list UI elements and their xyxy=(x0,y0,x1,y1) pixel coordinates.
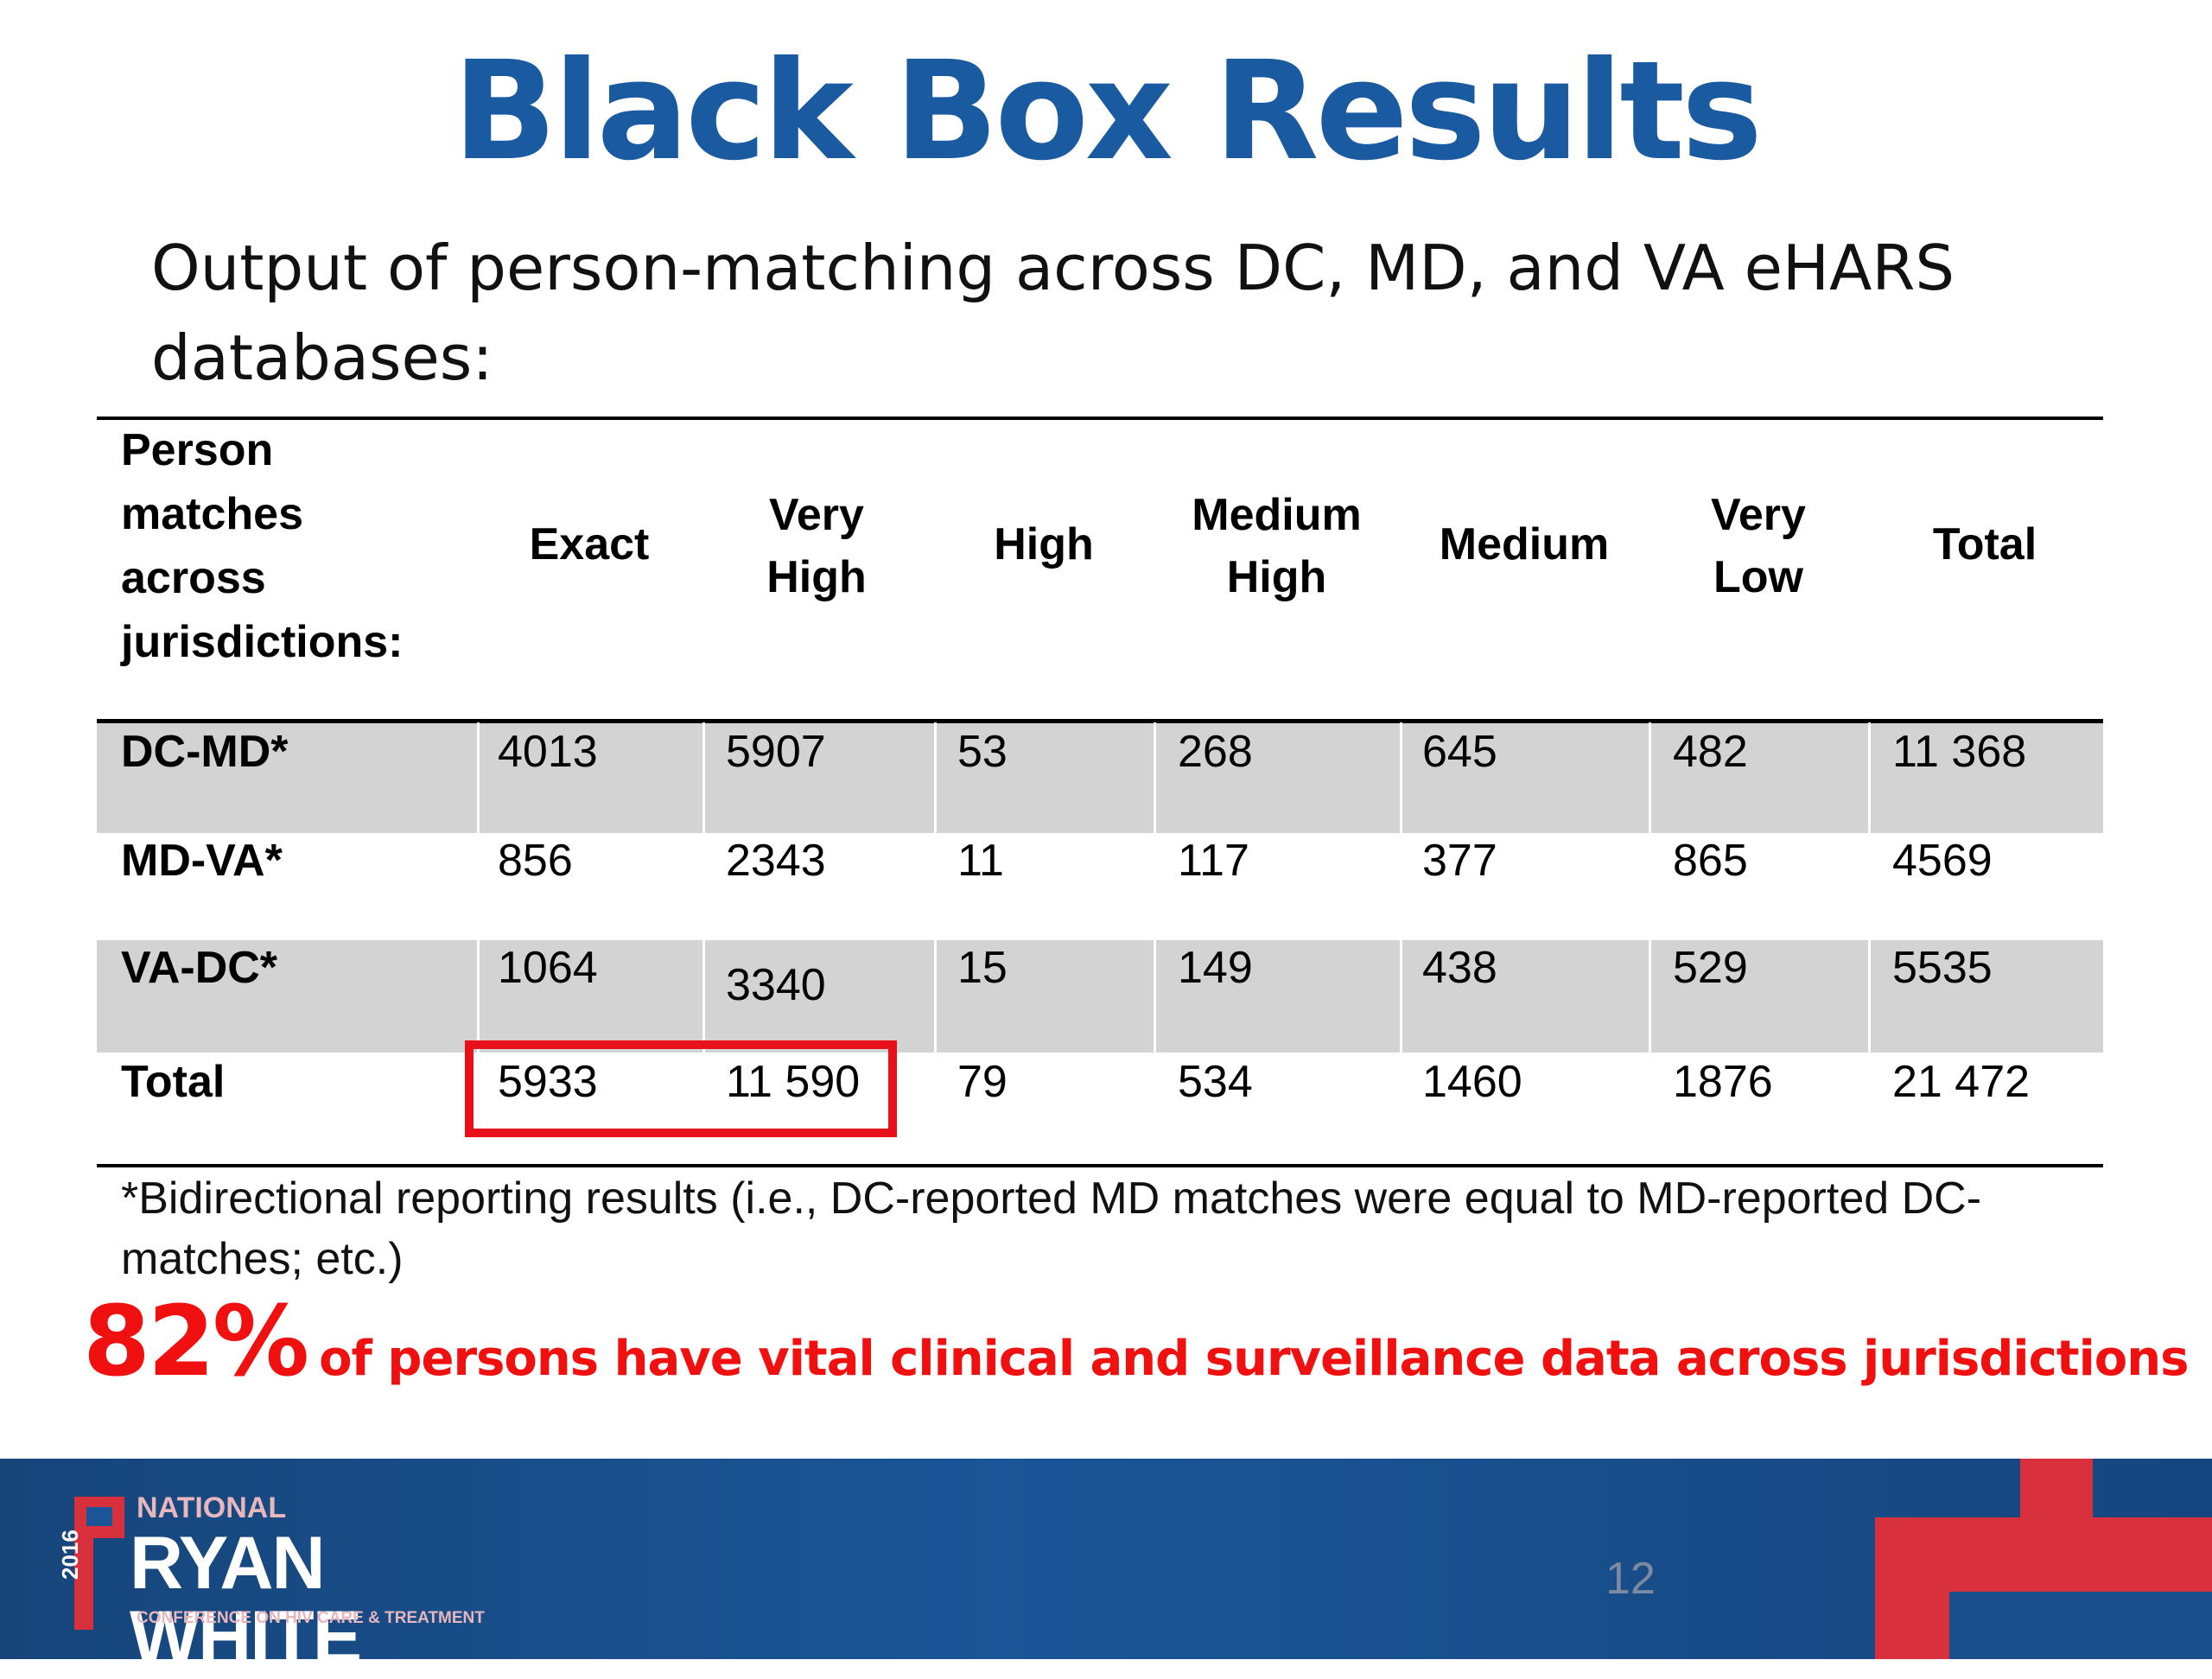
column-divider xyxy=(1649,940,1651,1053)
table-cell: 3340 xyxy=(726,960,826,1010)
table-row-shade xyxy=(97,940,2103,1053)
table-cell: 377 xyxy=(1422,836,1497,886)
table-cell: 856 xyxy=(498,836,573,886)
logo-line-national: NATIONAL xyxy=(137,1491,287,1524)
logo-line-ryan-white: RYAN WHITE xyxy=(130,1522,362,1679)
key-finding-percent: 82% xyxy=(83,1286,309,1398)
table-cell: 1460 xyxy=(1422,1057,1522,1107)
footer-band xyxy=(0,1459,2212,1659)
table-cell: 1064 xyxy=(498,943,598,993)
column-divider xyxy=(477,722,480,833)
table-row-label: DC-MD* xyxy=(121,727,289,777)
table-cell: 4013 xyxy=(498,727,598,777)
table-row-label: Total xyxy=(121,1057,226,1107)
table-header-rule xyxy=(97,719,2103,723)
column-divider xyxy=(477,940,480,1053)
table-cell: 438 xyxy=(1422,943,1497,993)
column-divider xyxy=(1154,722,1156,833)
table-header-medium-high: Medium High xyxy=(1192,490,1362,602)
conference-logo: NATIONAL RYAN WHITE CONFERENCE ON HIV CA… xyxy=(57,1483,553,1675)
table-row-shade xyxy=(97,722,2103,833)
table-cell: 15 xyxy=(957,943,1007,993)
column-divider xyxy=(702,940,705,1053)
column-divider xyxy=(1154,940,1156,1053)
slide-number: 12 xyxy=(1605,1554,1656,1604)
logo-cross-icon xyxy=(74,1497,124,1630)
highlight-box xyxy=(465,1040,897,1137)
table-header-very-low: Very Low xyxy=(1711,490,1806,602)
table-cell: 1876 xyxy=(1673,1057,1773,1107)
table-cell: 79 xyxy=(957,1057,1007,1107)
table-cell: 5907 xyxy=(726,727,826,777)
key-finding-text: of persons have vital clinical and surve… xyxy=(319,1331,2189,1387)
logo-year: 2016 xyxy=(57,1530,83,1580)
table-footnote: *Bidirectional reporting results (i.e., … xyxy=(121,1173,1982,1284)
table-cell: 5933 xyxy=(498,1057,598,1107)
slide-subtitle: Output of person-matching across DC, MD,… xyxy=(151,232,1955,394)
table-cell: 4569 xyxy=(1892,836,1993,886)
table-cell: 117 xyxy=(1178,836,1249,886)
column-divider xyxy=(934,940,937,1053)
table-cell: 5535 xyxy=(1892,943,1993,993)
table-cell: 645 xyxy=(1422,727,1497,777)
column-divider xyxy=(702,722,705,833)
table-cell: 534 xyxy=(1178,1057,1253,1107)
table-cell: 149 xyxy=(1178,943,1253,993)
table-cell: 11 xyxy=(957,836,1004,886)
table-top-rule xyxy=(97,417,2103,420)
column-divider xyxy=(1400,722,1402,833)
table-cell: 482 xyxy=(1673,727,1748,777)
slide-title: Black Box Results xyxy=(453,32,1763,191)
table-row-label: VA-DC* xyxy=(121,943,278,993)
column-divider xyxy=(1868,722,1871,833)
table-row-label: MD-VA* xyxy=(121,836,283,886)
table-header-medium: Medium xyxy=(1439,519,1610,569)
column-divider xyxy=(1400,940,1402,1053)
logo-line-conference: CONFERENCE ON HIV CARE & TREATMENT xyxy=(137,1609,485,1627)
table-cell: 529 xyxy=(1673,943,1748,993)
corner-cross-graphic xyxy=(1875,1459,2212,1659)
table-cell: 2343 xyxy=(726,836,826,886)
table-cell: 268 xyxy=(1178,727,1253,777)
table-header-person-matches: Person matches across jurisdictions: xyxy=(121,425,404,667)
table-cell: 11 590 xyxy=(726,1057,861,1107)
table-header-high: High xyxy=(994,519,1094,569)
key-finding: 82% of persons have vital clinical and su… xyxy=(83,1286,2191,1398)
table-cell: 53 xyxy=(957,727,1007,777)
table-header-very-high: Very High xyxy=(766,490,867,602)
table-cell: 11 368 xyxy=(1892,727,2027,777)
column-divider xyxy=(1868,940,1871,1053)
column-divider xyxy=(934,722,937,833)
column-divider xyxy=(1649,722,1651,833)
table-header-total: Total xyxy=(1932,519,2037,569)
table-cell: 865 xyxy=(1673,836,1748,886)
table-bottom-rule xyxy=(97,1164,2103,1167)
table-cell: 21 472 xyxy=(1892,1057,2031,1107)
table-header-exact: Exact xyxy=(529,519,650,569)
